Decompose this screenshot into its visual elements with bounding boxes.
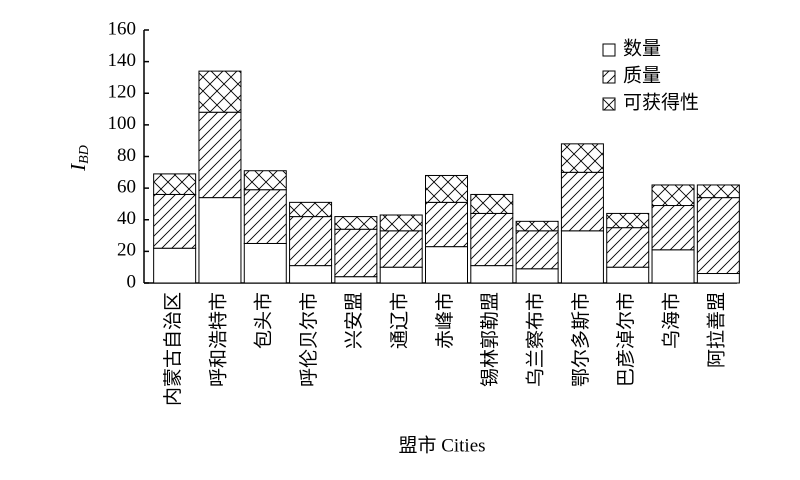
y-tick-label: 140 bbox=[108, 50, 137, 71]
x-tick-label: 阿拉善盟 bbox=[706, 292, 728, 368]
bar-segment bbox=[153, 193, 197, 249]
bar-segment bbox=[379, 214, 423, 232]
bar-segment bbox=[560, 171, 604, 232]
bar-segment bbox=[243, 242, 287, 284]
bar-segment bbox=[696, 197, 740, 275]
bar-segment bbox=[243, 170, 287, 191]
legend-label: 可获得性 bbox=[623, 91, 699, 113]
legend-label: 质量 bbox=[623, 64, 661, 86]
bar-segment bbox=[334, 228, 378, 278]
y-tick-label: 0 bbox=[127, 271, 137, 292]
y-tick-label: 40 bbox=[117, 208, 136, 229]
y-tick-label: 160 bbox=[108, 18, 137, 39]
bar-segment bbox=[334, 276, 378, 284]
bar-segment bbox=[560, 230, 604, 284]
bar-segment bbox=[425, 174, 468, 203]
x-tick-label: 通辽市 bbox=[389, 292, 411, 349]
bar-segment bbox=[425, 246, 468, 284]
y-tick-label: 20 bbox=[117, 240, 136, 261]
legend-swatch bbox=[602, 70, 616, 84]
bar-segment bbox=[198, 70, 242, 113]
bar-segment bbox=[606, 266, 650, 284]
x-tick-label: 乌兰察布市 bbox=[524, 292, 546, 387]
bar-segment bbox=[289, 216, 333, 267]
y-label-main: I bbox=[66, 163, 90, 172]
bar-segment bbox=[651, 205, 695, 251]
x-tick-label: 锡林郭勒盟 bbox=[479, 292, 501, 387]
x-tick-label: 包头市 bbox=[253, 292, 275, 349]
bar-segment bbox=[243, 189, 287, 244]
bar-segment bbox=[515, 268, 559, 284]
y-label-sub: BD bbox=[77, 145, 92, 164]
x-tick-label: 乌海市 bbox=[660, 292, 682, 349]
bar-segment bbox=[379, 230, 423, 268]
bar-segment bbox=[560, 143, 604, 173]
bar-segment bbox=[470, 193, 514, 214]
x-tick-label: 鄂尔多斯市 bbox=[570, 292, 592, 387]
y-tick-label: 60 bbox=[117, 176, 136, 197]
y-tick-label: 80 bbox=[117, 145, 136, 166]
x-tick-label: 呼和浩特市 bbox=[207, 292, 229, 387]
x-tick-label: 呼伦贝尔市 bbox=[298, 292, 320, 387]
legend-swatch bbox=[602, 97, 616, 111]
x-axis-label: 盟市 Cities bbox=[398, 434, 485, 456]
legend-label: 数量 bbox=[623, 37, 661, 59]
bar-segment bbox=[198, 111, 242, 199]
x-tick-label: 兴安盟 bbox=[343, 292, 365, 349]
bar-segment bbox=[606, 212, 650, 229]
bar-segment bbox=[651, 249, 695, 284]
bar-segment bbox=[470, 212, 514, 267]
x-tick-label: 巴彦淖尔市 bbox=[615, 292, 637, 387]
x-tick-label: 赤峰市 bbox=[434, 292, 456, 349]
bar-segment bbox=[515, 230, 559, 270]
bar-segment bbox=[606, 227, 650, 268]
bar-segment bbox=[696, 273, 740, 284]
bar-segment bbox=[515, 220, 559, 232]
y-tick-label: 100 bbox=[108, 113, 137, 134]
bar-segment bbox=[289, 201, 333, 218]
bar-segment bbox=[289, 265, 333, 284]
bar-segment bbox=[696, 184, 740, 199]
bar-segment bbox=[470, 265, 514, 284]
bar-segment bbox=[153, 173, 197, 195]
bar-segment bbox=[651, 184, 695, 207]
y-axis-label: IBD bbox=[66, 145, 92, 172]
bar-segment bbox=[425, 201, 468, 248]
y-tick-label: 120 bbox=[108, 82, 137, 103]
bar-segment bbox=[153, 247, 197, 284]
legend-swatch bbox=[602, 43, 616, 57]
bar-segment bbox=[198, 197, 242, 284]
x-tick-label: 内蒙古自治区 bbox=[162, 292, 184, 406]
bar-segment bbox=[334, 216, 378, 230]
bar-segment bbox=[379, 266, 423, 284]
